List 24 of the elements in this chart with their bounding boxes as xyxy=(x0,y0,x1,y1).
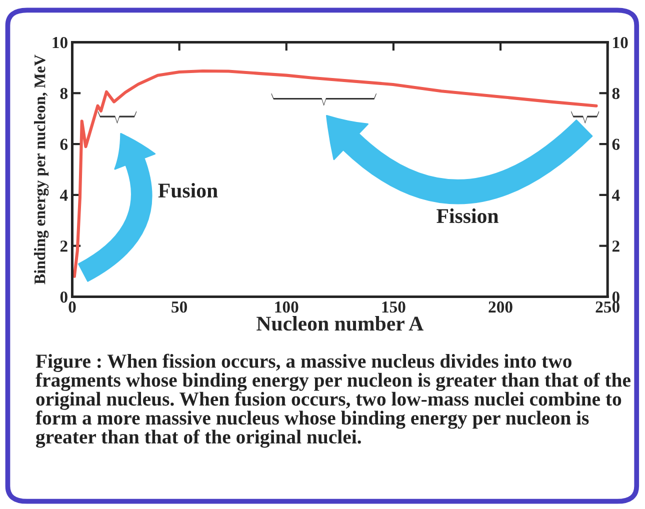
x-axis-title: Nucleon number A xyxy=(256,316,424,331)
y-tick-label: 8 xyxy=(60,88,68,100)
y2-tick-label: 10 xyxy=(613,36,628,48)
y-tick-label: 2 xyxy=(60,240,68,252)
y-axis-title: Binding energy per nucleon, MeV xyxy=(34,54,49,284)
x-tick-label: 100 xyxy=(275,301,298,313)
y2-tick-label: 4 xyxy=(612,190,620,201)
text: Figure : When fission occurs, a massive nucleus divides into two fragments whose binding energy per nucleon is greater than that of the original nucleus. When fusion occurs, two low-mass nuclei combine to form a more massive nucleus whose binding energy per nucleon is greater than that of the original nuclei. xyxy=(36,354,630,448)
x-tick-label: 250 xyxy=(596,301,620,313)
x-tick-label: 50 xyxy=(172,301,188,313)
annotation: Fission xyxy=(436,208,498,224)
y-tick-label: 10 xyxy=(52,36,68,48)
y2-tick-label: 2 xyxy=(612,240,620,252)
line-series xyxy=(72,69,598,278)
y2-tick-label: 8 xyxy=(612,88,620,100)
x-tick-label: 200 xyxy=(488,301,512,313)
x-tick-label: 150 xyxy=(382,301,406,313)
y2-tick-label: 0 xyxy=(612,291,620,303)
y-tick-label: 6 xyxy=(60,138,68,150)
annotation: Fusion xyxy=(158,182,218,198)
y-tick-label: 4 xyxy=(60,190,68,201)
y-tick-label: 0 xyxy=(60,291,68,303)
y2-tick-label: 6 xyxy=(612,138,620,150)
x-tick-label: 0 xyxy=(68,301,76,313)
